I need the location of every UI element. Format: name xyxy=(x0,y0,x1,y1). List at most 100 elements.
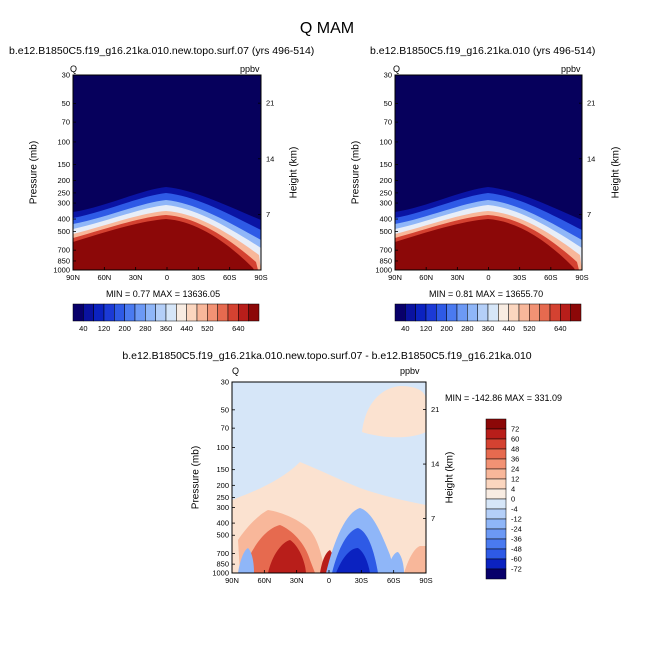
colorbar-swatch xyxy=(518,303,530,322)
colorbar-swatch xyxy=(425,303,437,322)
diff-colorbar-swatch xyxy=(485,518,507,530)
diff-colorbar-swatch xyxy=(485,448,507,460)
right-height-tick-label: 14 xyxy=(587,154,595,163)
diff-min-max: MIN = -142.86 MAX = 331.09 xyxy=(445,393,563,403)
colorbar-label: 520 xyxy=(201,324,214,333)
colorbar-swatch xyxy=(93,303,105,322)
left-pressure-tick-label: 250 xyxy=(57,188,70,197)
right-var-label: Q xyxy=(393,64,401,74)
right-pressure-tick-label: 200 xyxy=(379,176,392,185)
left-pressure-tick-label: 50 xyxy=(62,99,70,108)
diff-colorbar-swatch xyxy=(485,428,507,440)
diff-colorbar-label: -72 xyxy=(511,565,522,574)
colorbar-label: 440 xyxy=(180,324,193,333)
diff-colorbar-swatch xyxy=(485,568,507,580)
colorbar-swatch xyxy=(176,303,187,322)
figure-title: Q MAM xyxy=(299,20,355,37)
colorbar-label: 120 xyxy=(420,324,433,333)
left-pressure-tick-label: 700 xyxy=(57,246,70,255)
colorbar-swatch xyxy=(415,303,427,322)
diff-colorbar-label: 60 xyxy=(511,435,519,444)
left-height-tick-label: 7 xyxy=(266,210,270,219)
colorbar-label: 280 xyxy=(461,324,474,333)
diff-lat-tick-label: 90N xyxy=(225,576,239,585)
colorbar-swatch xyxy=(83,303,94,322)
diff-colorbar-label: 4 xyxy=(511,485,515,494)
right-lat-tick-label: 90S xyxy=(575,273,588,282)
right-pressure-tick-label: 400 xyxy=(379,215,392,224)
right-unit-label: ppbv xyxy=(561,64,581,74)
diff-colorbar-swatch xyxy=(485,528,507,540)
left-pressure-tick-label: 70 xyxy=(62,118,70,127)
diff-colorbar-swatch xyxy=(485,538,507,550)
colorbar-swatch xyxy=(217,303,229,322)
diff-colorbar-label: -24 xyxy=(511,525,522,534)
right-lat-tick-label: 30N xyxy=(450,273,464,282)
left-pressure-tick-label: 400 xyxy=(57,215,70,224)
colorbar-label: 640 xyxy=(232,324,245,333)
colorbar-swatch xyxy=(248,303,260,322)
right-pressure-tick-label: 700 xyxy=(379,246,392,255)
left-var-label: Q xyxy=(70,64,78,74)
colorbar-label: 360 xyxy=(482,324,495,333)
diff-panel-title: b.e12.B1850C5.f19_g16.21ka.010.new.topo.… xyxy=(122,350,532,362)
colorbar-label: 440 xyxy=(502,324,515,333)
right-pressure-tick-label: 300 xyxy=(379,199,392,208)
diff-pressure-tick-label: 700 xyxy=(216,549,229,558)
right-pressure-tick-label: 250 xyxy=(379,188,392,197)
left-pressure-tick-label: 300 xyxy=(57,199,70,208)
diff-colorbar-label: 48 xyxy=(511,445,519,454)
diff-pressure-tick-label: 50 xyxy=(221,405,229,414)
right-pressure-tick-label: 150 xyxy=(379,160,392,169)
colorbar-swatch xyxy=(165,303,177,322)
left-lat-tick-label: 90S xyxy=(254,273,267,282)
colorbar-swatch xyxy=(196,303,208,322)
diff-colorbar-swatch xyxy=(485,508,507,520)
left-pressure-tick-label: 200 xyxy=(57,176,70,185)
diff-colorbar-label: 72 xyxy=(511,425,519,434)
colorbar-swatch xyxy=(238,303,249,322)
right-heatmap xyxy=(395,75,582,270)
colorbar-label: 280 xyxy=(139,324,152,333)
left-lat-tick-label: 0 xyxy=(165,273,169,282)
right-pressure-tick-label: 850 xyxy=(379,256,392,265)
right-lat-tick-label: 90N xyxy=(388,273,402,282)
diff-pressure-tick-label: 70 xyxy=(221,424,229,433)
diff-pressure-tick-label: 250 xyxy=(216,493,229,502)
diff-pressure-tick-label: 150 xyxy=(216,465,229,474)
diff-height-tick-label: 14 xyxy=(431,460,439,469)
colorbar-swatch xyxy=(549,303,561,322)
left-height-tick-label: 14 xyxy=(266,154,274,163)
left-pressure-tick-label: 500 xyxy=(57,227,70,236)
diff-pressure-tick-label: 850 xyxy=(216,560,229,569)
colorbar-label: 40 xyxy=(401,324,409,333)
diff-pressure-tick-label: 300 xyxy=(216,503,229,512)
diff-pressure-tick-label: 1000 xyxy=(212,569,229,578)
diff-lat-tick-label: 30N xyxy=(290,576,304,585)
colorbar-label: 120 xyxy=(98,324,111,333)
right-pressure-tick-label: 1000 xyxy=(375,266,392,275)
diff-colorbar-label: -12 xyxy=(511,515,522,524)
colorbar-label: 40 xyxy=(79,324,87,333)
diff-colorbar-label: -48 xyxy=(511,545,522,554)
diff-colorbar-label: 0 xyxy=(511,495,515,504)
diff-colorbar-swatch xyxy=(485,548,507,560)
diff-colorbar-swatch xyxy=(485,558,507,570)
colorbar-label: 360 xyxy=(160,324,173,333)
colorbar-swatch xyxy=(498,303,509,322)
colorbar-swatch xyxy=(436,303,447,322)
left-unit-label: ppbv xyxy=(240,64,260,74)
diff-var-label: Q xyxy=(232,366,240,376)
diff-lat-tick-label: 30S xyxy=(355,576,368,585)
left-pressure-tick-label: 150 xyxy=(57,160,70,169)
diff-colorbar-swatch xyxy=(485,458,507,470)
colorbar-swatch xyxy=(508,303,520,322)
diff-colorbar-label: -36 xyxy=(511,535,522,544)
left-lat-tick-label: 30S xyxy=(192,273,205,282)
diff-colorbar-swatch xyxy=(485,438,507,450)
diff-height-tick-label: 21 xyxy=(431,405,439,414)
diff-colorbar-swatch xyxy=(485,498,507,510)
colorbar-swatch xyxy=(560,303,571,322)
left-pressure-tick-label: 850 xyxy=(57,256,70,265)
